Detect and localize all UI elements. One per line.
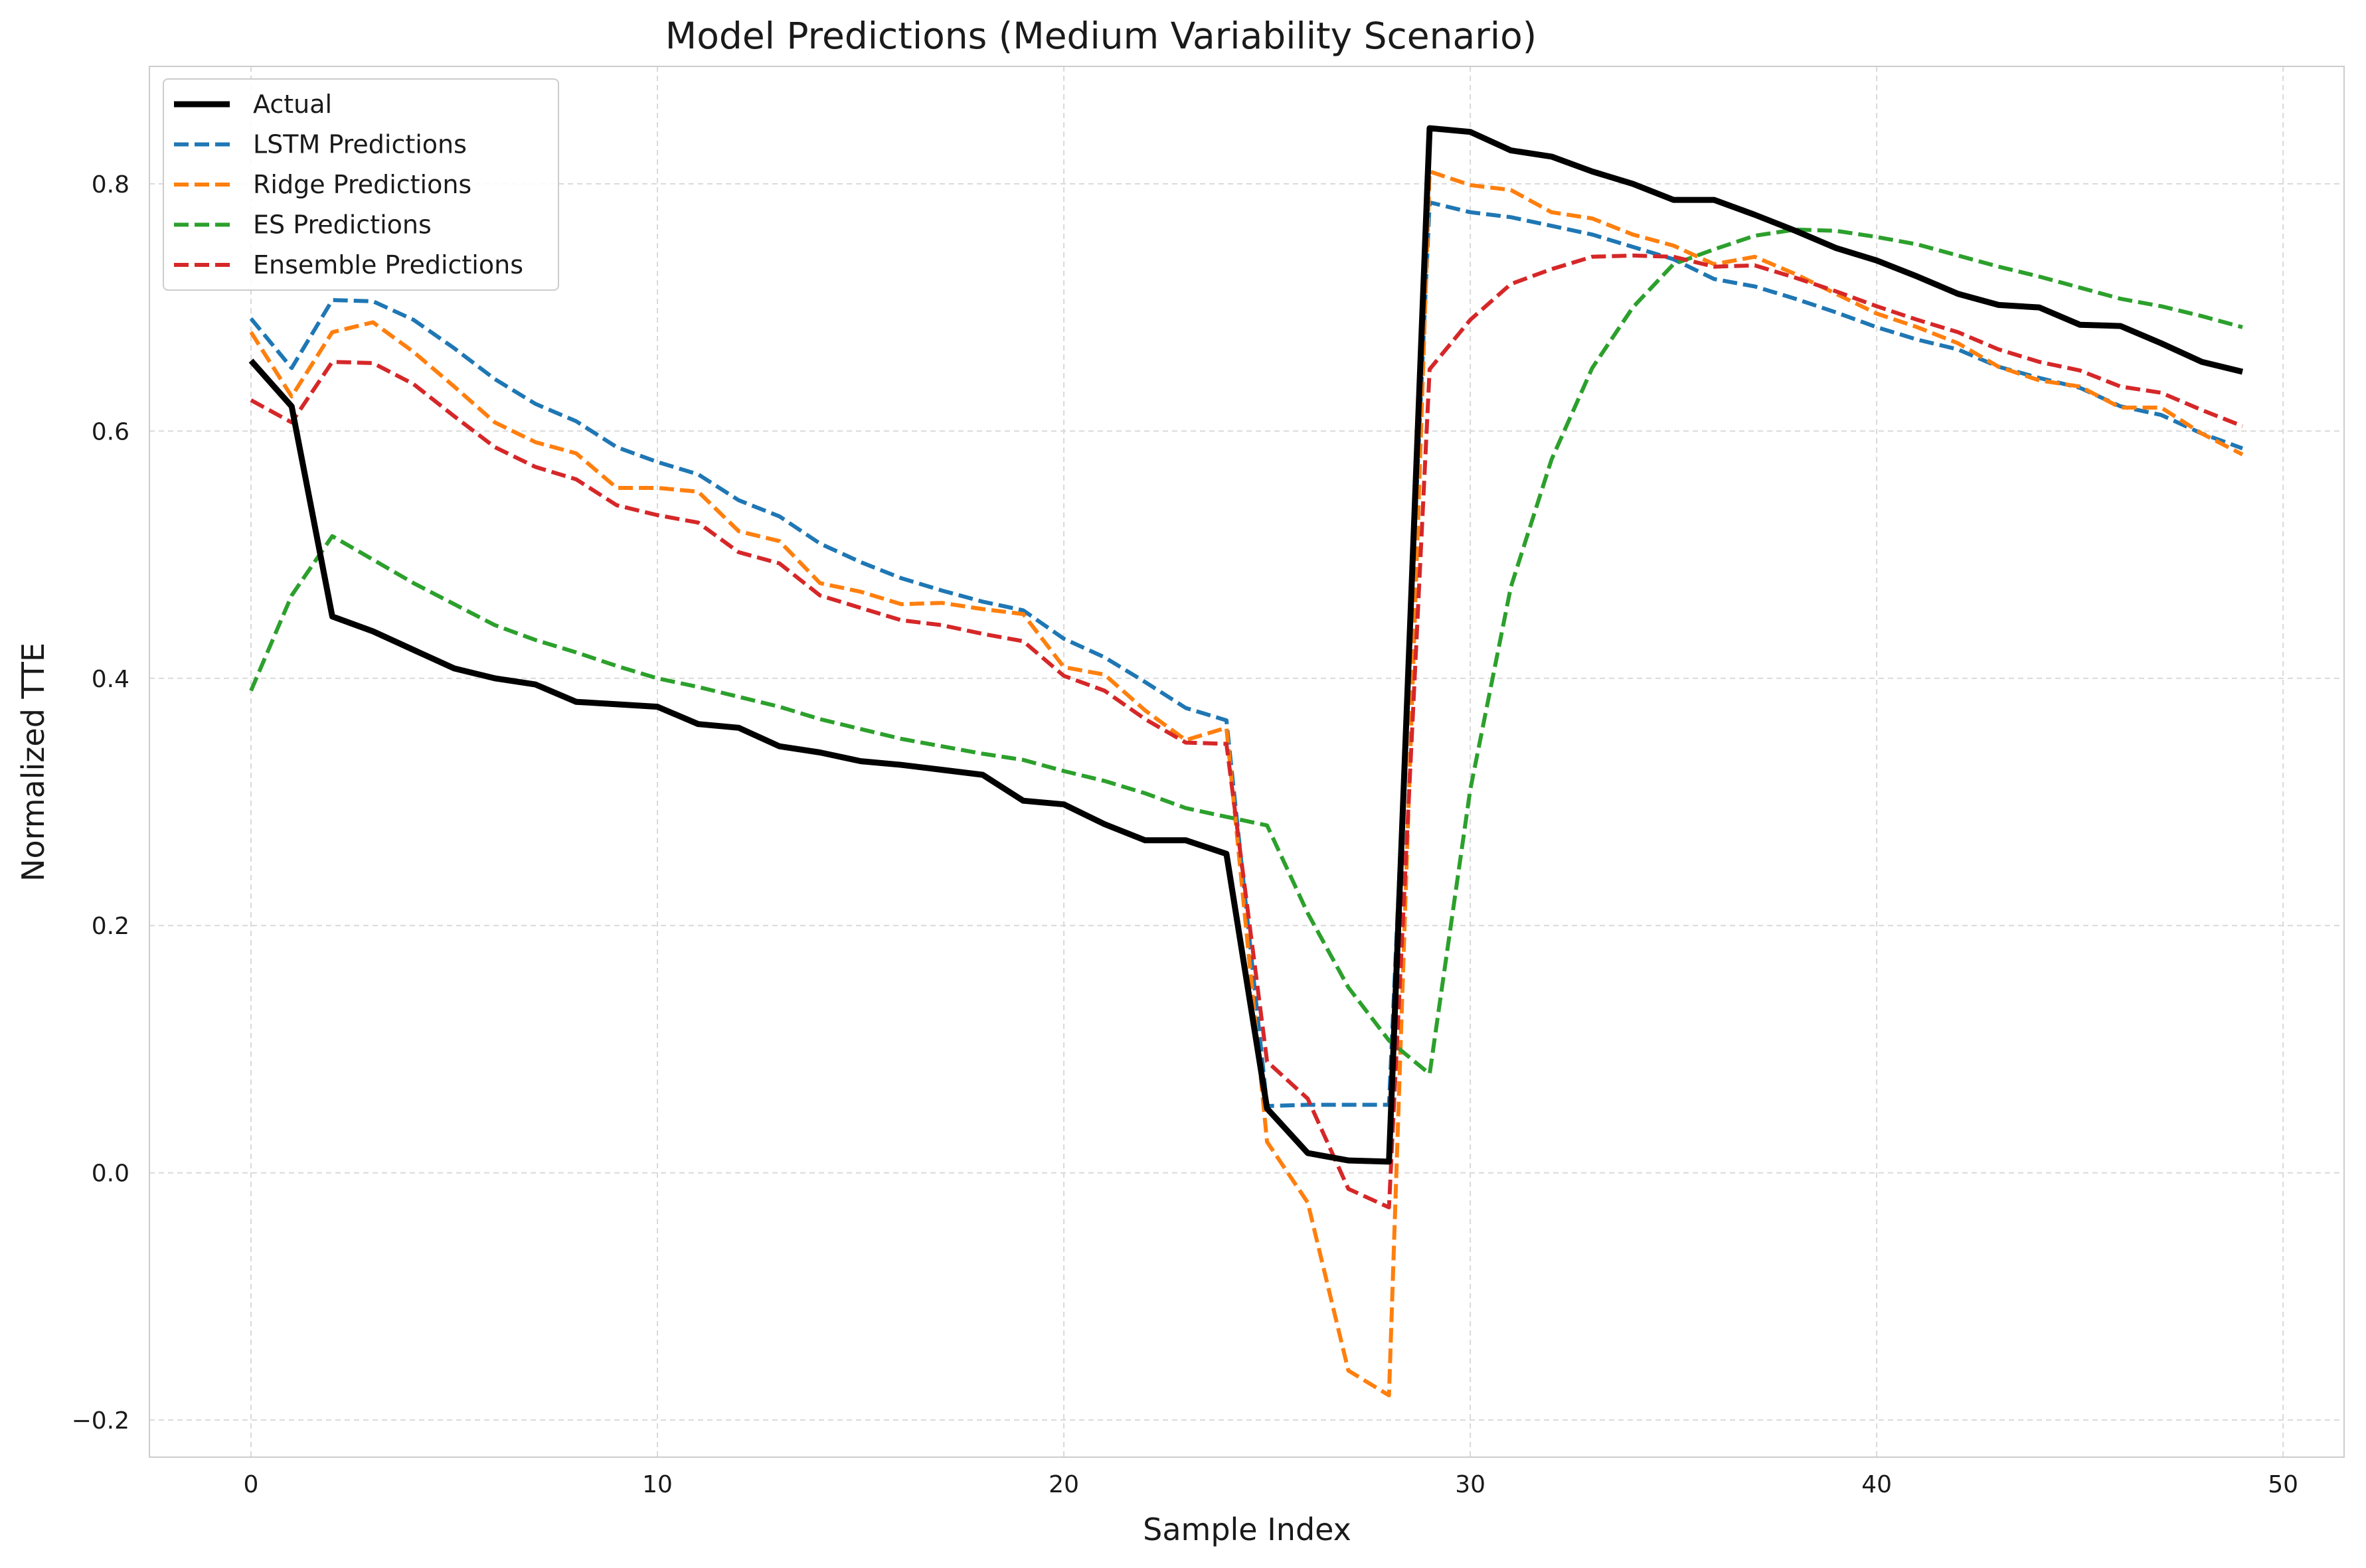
plot-frame xyxy=(149,66,2345,1458)
legend-label: Ridge Predictions xyxy=(253,170,471,199)
legend-label: Actual xyxy=(253,90,332,119)
y-tick-labels: −0.2 0.0 0.2 0.4 0.6 0.8 xyxy=(72,171,129,1435)
x-axis-label: Sample Index xyxy=(1143,1512,1351,1547)
series-line-es-predictions xyxy=(249,227,2243,1076)
x-tick-label: 50 xyxy=(2268,1471,2298,1498)
y-tick-label: −0.2 xyxy=(72,1407,129,1435)
y-tick-label: 0.0 xyxy=(92,1160,129,1188)
legend-label: ES Predictions xyxy=(253,210,432,240)
plot-area xyxy=(149,66,2345,1458)
legend-box xyxy=(163,78,559,291)
y-tick-label: 0.6 xyxy=(92,418,129,445)
legend-label: LSTM Predictions xyxy=(253,130,467,159)
x-tick-label: 0 xyxy=(244,1471,259,1498)
y-tick-label: 0.8 xyxy=(92,171,129,198)
chart-title: Model Predictions (Medium Variability Sc… xyxy=(665,15,1537,57)
legend: Actual LSTM Predictions Ridge Predictions E… xyxy=(163,78,559,291)
x-tick-label: 10 xyxy=(642,1471,673,1498)
x-tick-label: 20 xyxy=(1049,1471,1079,1498)
legend-label: Ensemble Predictions xyxy=(253,250,523,279)
series-line-ensemble-predictions xyxy=(250,253,2244,1210)
y-axis-label: Normalized TTE xyxy=(15,643,51,882)
x-tick-label: 30 xyxy=(1455,1471,1485,1498)
y-tick-label: 0.4 xyxy=(92,666,129,693)
y-tick-label: 0.2 xyxy=(92,913,129,940)
series-layer xyxy=(248,125,2244,1397)
series-line-ridge-predictions xyxy=(249,169,2244,1397)
series-line-lstm-predictions xyxy=(249,200,2244,1109)
series-line-actual xyxy=(248,125,2244,1165)
x-tick-label: 40 xyxy=(1861,1471,1892,1498)
x-tick-labels: 0 10 20 30 40 50 xyxy=(244,1471,2299,1498)
